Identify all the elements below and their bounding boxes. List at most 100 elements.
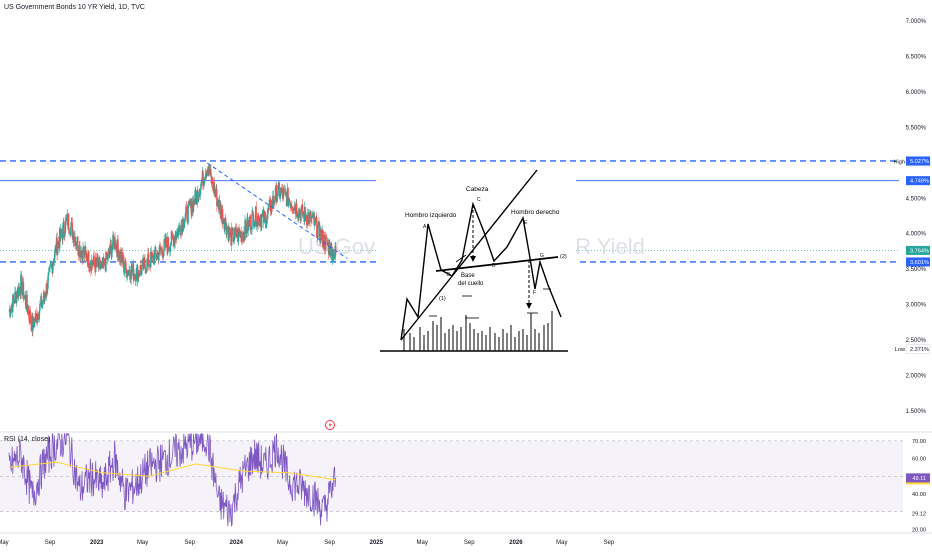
- price-candle: [107, 251, 109, 260]
- price-candle: [187, 205, 189, 223]
- price-candle: [22, 281, 25, 300]
- price-candle: [302, 214, 304, 216]
- price-candle: [220, 205, 222, 220]
- price-candle: [85, 253, 88, 262]
- price-tag[interactable]: 2.371% Low: [895, 344, 931, 354]
- price-candle: [41, 301, 44, 304]
- price-candle: [125, 261, 127, 268]
- price-candle: [63, 221, 65, 234]
- price-candle: [64, 232, 66, 237]
- price-candle: [333, 256, 335, 260]
- price-candle: [93, 255, 95, 264]
- price-candle: [204, 179, 206, 181]
- rsi-series[interactable]: [8, 433, 337, 528]
- price-candle: [185, 206, 188, 208]
- lightning-icon[interactable]: [325, 420, 335, 430]
- price-candle: [232, 228, 234, 242]
- price-axis[interactable]: 1.500% 2.000% 2.500% 3.000% 3.500% 4.000% 4.50…: [906, 19, 927, 415]
- price-candle: [306, 216, 308, 225]
- price-candle: [280, 189, 282, 197]
- price-candle: [265, 215, 267, 228]
- price-tag-label: 5.027%: [910, 159, 929, 165]
- price-candle: [85, 251, 87, 254]
- price-candle: [43, 292, 45, 299]
- price-candle: [274, 200, 276, 203]
- price-candle: [39, 304, 41, 311]
- rsi-line[interactable]: [8, 433, 337, 528]
- label-point-2: (2): [560, 254, 567, 260]
- price-series[interactable]: [8, 163, 337, 337]
- price-tick-label: 5.500%: [906, 125, 927, 131]
- price-candle: [253, 222, 256, 226]
- price-candle: [179, 227, 181, 235]
- price-candle: [168, 247, 170, 249]
- descending-trendline[interactable]: [206, 162, 348, 259]
- price-candle: [331, 256, 334, 261]
- price-candle: [253, 225, 255, 227]
- price-candle: [162, 250, 165, 257]
- price-candle: [176, 231, 178, 239]
- price-candle: [171, 231, 173, 235]
- time-tick-label: Sep: [324, 540, 335, 546]
- price-candle: [73, 239, 75, 243]
- label-point-g: G: [540, 253, 544, 259]
- price-candle: [72, 232, 75, 243]
- price-candle: [38, 319, 40, 320]
- price-candle: [194, 190, 196, 205]
- price-candle: [312, 213, 315, 219]
- price-candle: [159, 247, 162, 251]
- price-candle: [291, 207, 294, 210]
- price-candle: [189, 202, 191, 204]
- price-tag[interactable]: 5.027%: [906, 156, 930, 166]
- price-candle: [314, 216, 316, 221]
- price-candle: [144, 259, 146, 268]
- price-tag-label: 3.764%: [910, 248, 929, 254]
- price-candle: [58, 229, 61, 249]
- price-candle: [143, 257, 145, 270]
- price-candle: [153, 252, 156, 265]
- price-candle: [313, 216, 316, 226]
- price-candle: [74, 236, 76, 247]
- price-candle: [82, 247, 84, 262]
- price-candle: [121, 252, 124, 260]
- price-candle: [13, 299, 15, 302]
- price-candle: [50, 265, 52, 266]
- price-candle: [135, 267, 138, 280]
- price-candle: [139, 265, 141, 276]
- time-tick-label: Sep: [604, 540, 615, 546]
- price-candle: [12, 295, 14, 313]
- price-candle: [145, 270, 147, 274]
- price-candle: [279, 187, 281, 199]
- price-candle: [221, 208, 224, 225]
- time-tick-label: May: [556, 540, 567, 546]
- price-candle: [108, 249, 110, 254]
- price-candle: [330, 242, 332, 256]
- price-candle: [237, 228, 240, 242]
- price-candle: [100, 262, 103, 265]
- price-candle: [257, 215, 259, 223]
- time-axis[interactable]: May Sep 2023 May Sep 2024 May Sep 2025 May Sep 2026…: [0, 540, 615, 546]
- symbol-title[interactable]: US Government Bonds 10 YR Yield, 1D, TVC: [4, 4, 145, 11]
- price-candle: [306, 224, 308, 225]
- rsi-ma-line[interactable]: [8, 461, 336, 481]
- price-candle: [56, 237, 58, 256]
- price-candle: [95, 257, 97, 273]
- price-tag[interactable]: 3.764%: [906, 245, 930, 255]
- price-candle: [115, 244, 118, 250]
- price-candle: [46, 288, 49, 294]
- price-tag[interactable]: 3.601%: [906, 257, 930, 267]
- rsi-tick-label: 40.00: [912, 492, 926, 498]
- rsi-title[interactable]: RSI (14, close): [4, 436, 51, 443]
- price-candle: [191, 208, 193, 216]
- price-tag[interactable]: 4.749%: [906, 176, 930, 186]
- diagram-volume-bars: [403, 288, 553, 351]
- price-candle: [245, 226, 247, 234]
- price-candle: [105, 252, 107, 272]
- price-candle: [71, 223, 74, 239]
- price-candle: [184, 218, 186, 223]
- price-tags: 5.021%High5.027%4.749%3.764%3.601%2.371%…: [893, 156, 931, 354]
- price-candle: [91, 260, 93, 264]
- diagram-arrow-head: [470, 256, 476, 262]
- price-candle: [194, 190, 197, 197]
